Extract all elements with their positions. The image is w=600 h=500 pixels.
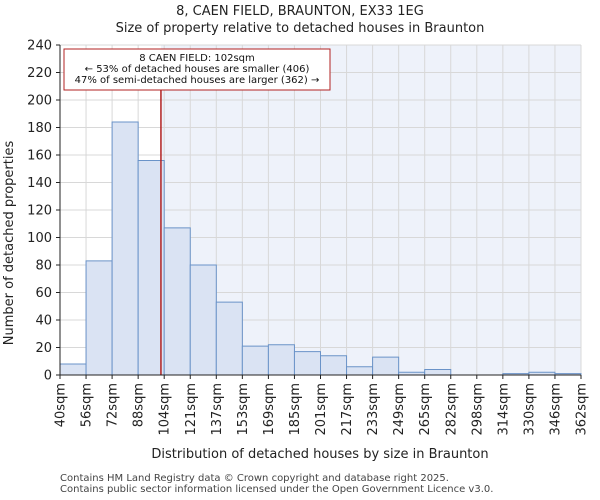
y-tick-label: 20 [35, 341, 52, 356]
x-tick-label: 40sqm [54, 383, 69, 427]
bar-201sqm [320, 355, 348, 376]
bar-137sqm [215, 301, 243, 376]
bar-56sqm [85, 260, 113, 376]
x-tick-label: 282sqm [444, 383, 459, 436]
chart-subtitle: Size of property relative to detached ho… [115, 21, 485, 36]
y-axis-label: Number of detached properties [2, 141, 17, 346]
bar-265sqm [424, 369, 452, 376]
x-tick-label: 137sqm [210, 383, 225, 436]
x-tick-label: 56sqm [80, 383, 95, 427]
annotation-line-1: 8 CAEN FIELD: 102sqm [139, 53, 255, 64]
property-annotation: 8 CAEN FIELD: 102sqm ← 53% of detached h… [63, 48, 331, 91]
chart-title: 8, CAEN FIELD, BRAUNTON, EX33 1EG [176, 4, 424, 19]
bar-88sqm [137, 160, 165, 376]
bars [59, 121, 582, 376]
y-tick-label: 0 [44, 369, 52, 384]
annotation-box [63, 48, 331, 91]
x-tick-label: 330sqm [522, 383, 537, 436]
x-tick-label: 298sqm [470, 383, 485, 436]
y-tick-label: 140 [27, 176, 52, 191]
annotation-line-3: 47% of semi-detached houses are larger (… [75, 75, 320, 86]
x-tick-label: 121sqm [184, 383, 199, 436]
bar-40sqm [59, 363, 87, 376]
annotation-line-2: ← 53% of detached houses are smaller (40… [85, 64, 310, 75]
bar-153sqm [241, 345, 269, 376]
x-tick-label: 185sqm [288, 383, 303, 436]
y-tick-label: 100 [27, 231, 52, 246]
y-tick-label: 240 [27, 39, 52, 54]
x-tick-label: 233sqm [366, 383, 381, 436]
x-tick-label: 314sqm [496, 383, 511, 436]
x-tick-label: 72sqm [106, 383, 121, 427]
bar-72sqm [111, 121, 139, 376]
x-tick-label: 362sqm [575, 383, 590, 436]
bar-217sqm [346, 366, 374, 376]
x-tick-label: 249sqm [392, 383, 407, 436]
y-tick-label: 80 [35, 259, 52, 274]
x-tick-label: 201sqm [314, 383, 329, 436]
y-tick-label: 60 [35, 286, 52, 301]
x-tick-label: 169sqm [262, 383, 277, 436]
y-tick-label: 180 [27, 121, 52, 136]
x-tick-label: 217sqm [340, 383, 355, 436]
y-tick-label: 220 [27, 66, 52, 81]
x-tick-label: 265sqm [418, 383, 433, 436]
x-tick-label: 346sqm [548, 383, 563, 436]
footer-licence: Contains public sector information licen… [60, 484, 494, 495]
y-axis-ticks: 0 20 40 60 80 100 120 140 160 180 200 220 240 [27, 39, 60, 384]
x-axis-ticks: 40sqm 56sqm 72sqm 88sqm 104sqm 121sqm 137sqm 15… [54, 375, 590, 436]
bar-233sqm [372, 356, 400, 376]
y-tick-label: 120 [27, 204, 52, 219]
x-axis-label: Distribution of detached houses by size … [151, 447, 488, 462]
bar-185sqm [293, 351, 322, 376]
x-tick-label: 104sqm [158, 383, 173, 436]
bar-104sqm [163, 227, 191, 376]
footer-copyright: Contains HM Land Registry data © Crown c… [60, 473, 449, 484]
y-tick-label: 40 [35, 314, 52, 329]
x-tick-label: 153sqm [236, 383, 251, 436]
y-tick-label: 200 [27, 94, 52, 109]
bar-121sqm [189, 264, 217, 376]
bar-169sqm [267, 344, 295, 376]
x-tick-label: 88sqm [132, 383, 147, 427]
y-tick-label: 160 [27, 149, 52, 164]
